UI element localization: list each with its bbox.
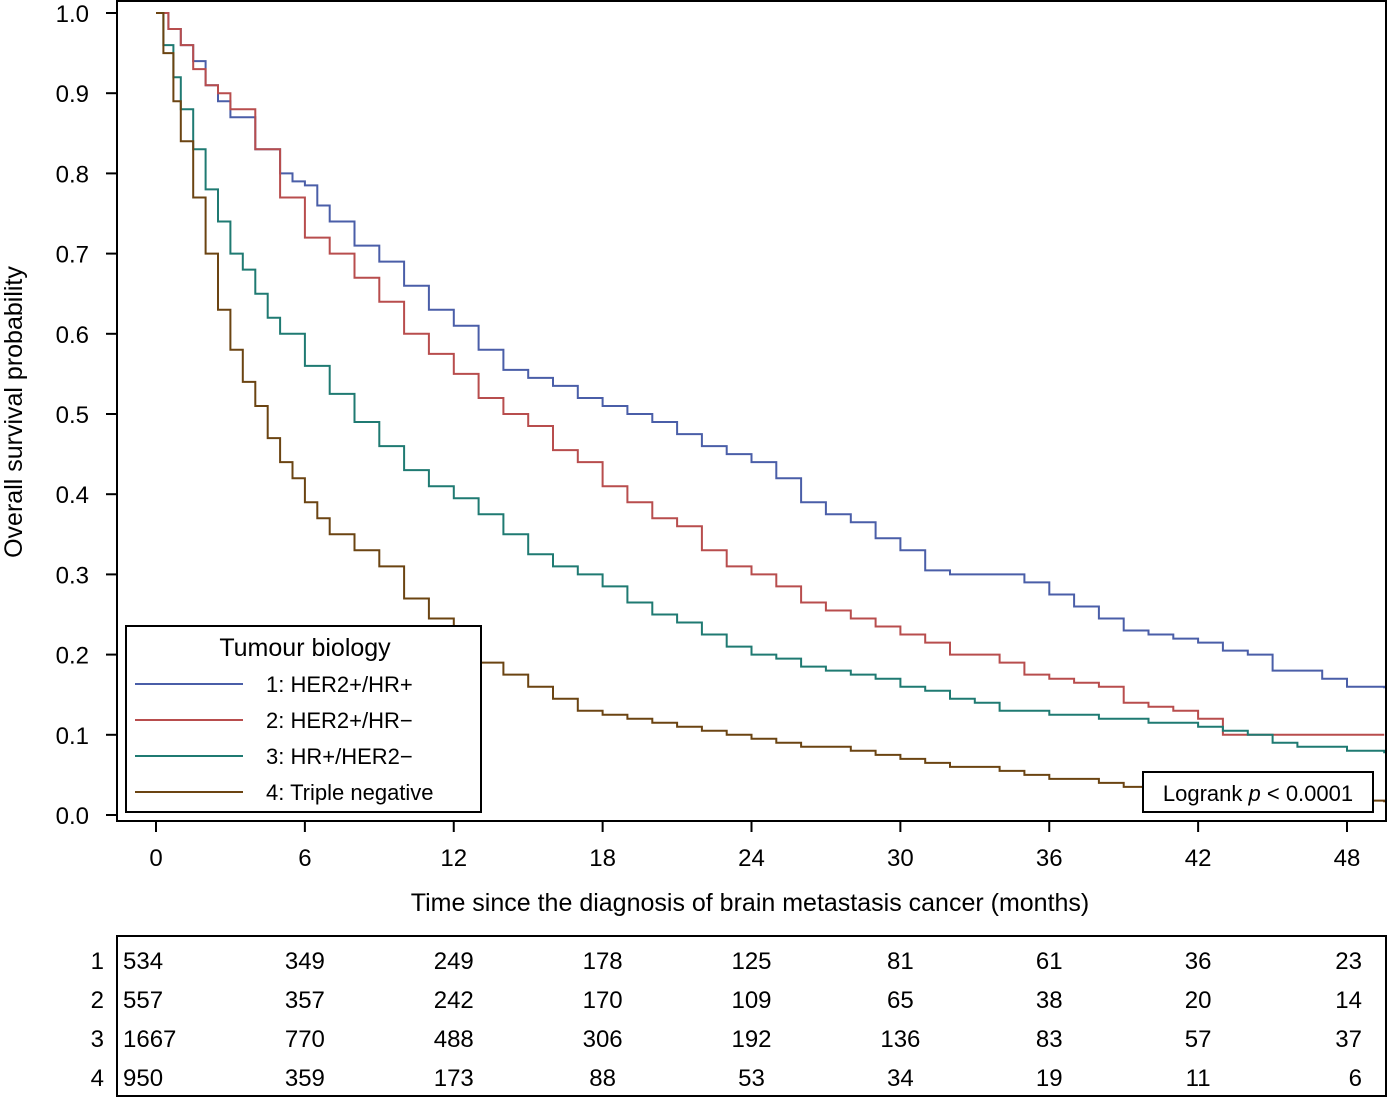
risk-cell: 53 <box>738 1065 765 1092</box>
risk-cell: 359 <box>285 1065 325 1092</box>
risk-row-label: 4 <box>91 1065 104 1092</box>
y-tick-label: 0.2 <box>56 643 89 670</box>
risk-cell: 950 <box>123 1065 163 1092</box>
legend-label-1: 1: HER2+/HR+ <box>266 672 413 697</box>
y-tick-label: 0.8 <box>56 161 89 188</box>
risk-cell: 557 <box>123 987 163 1014</box>
risk-cell: 357 <box>285 987 325 1014</box>
risk-cell: 65 <box>887 987 914 1014</box>
risk-cell: 125 <box>731 948 771 975</box>
legend-title: Tumour biology <box>219 634 391 662</box>
risk-cell: 770 <box>285 1026 325 1053</box>
y-axis: 0.0 0.1 0.2 0.3 0.4 0.5 0.6 0.7 0.8 0.9 1.0 <box>56 1 117 830</box>
risk-row-label: 2 <box>91 987 104 1014</box>
risk-cell: 192 <box>731 1026 771 1053</box>
risk-cell: 136 <box>880 1026 920 1053</box>
risk-cell: 488 <box>434 1026 474 1053</box>
risk-cell: 249 <box>434 948 474 975</box>
x-tick-label: 24 <box>738 845 765 872</box>
logrank-box <box>1142 771 1374 813</box>
risk-table: 1 534 349 249 178 125 81 61 36 232 557 357 242 170 109… <box>91 948 1362 1092</box>
legend: Tumour biology 1: HER2+/HR+ 2: HER2+/HR− 3… <box>125 625 482 813</box>
y-tick-label: 0.6 <box>56 322 89 349</box>
risk-table-frame <box>116 935 1387 1097</box>
risk-cell: 6 <box>1349 1065 1362 1092</box>
risk-cell: 38 <box>1036 987 1063 1014</box>
risk-cell: 20 <box>1185 987 1212 1014</box>
risk-cell: 178 <box>583 948 623 975</box>
risk-cell: 14 <box>1335 987 1362 1014</box>
y-tick-label: 0.1 <box>56 723 89 750</box>
y-axis-label: Overall survival probability <box>0 266 28 558</box>
logrank-annotation: Logrank p < 0.0001 <box>1142 771 1374 813</box>
risk-cell: 306 <box>583 1026 623 1053</box>
y-tick-label: 1.0 <box>56 1 89 28</box>
risk-cell: 34 <box>887 1065 914 1092</box>
risk-cell: 109 <box>731 987 771 1014</box>
risk-cell: 61 <box>1036 948 1063 975</box>
legend-label-3: 3: HR+/HER2− <box>266 744 413 769</box>
risk-cell: 173 <box>434 1065 474 1092</box>
y-tick-label: 0.0 <box>56 803 89 830</box>
risk-cell: 37 <box>1335 1026 1362 1053</box>
risk-cell: 11 <box>1186 1065 1211 1092</box>
x-axis: 0 6 12 18 24 30 36 42 48 <box>149 821 1360 872</box>
x-tick-label: 42 <box>1185 845 1212 872</box>
x-tick-label: 0 <box>149 845 162 872</box>
risk-cell: 23 <box>1335 948 1362 975</box>
risk-cell: 19 <box>1036 1065 1063 1092</box>
x-tick-label: 48 <box>1334 845 1361 872</box>
risk-row-label: 3 <box>91 1026 104 1053</box>
risk-cell: 57 <box>1185 1026 1212 1053</box>
y-tick-label: 0.5 <box>56 402 89 429</box>
x-tick-label: 6 <box>298 845 311 872</box>
y-tick-label: 0.9 <box>56 81 89 108</box>
y-tick-label: 0.4 <box>56 482 89 509</box>
risk-cell: 242 <box>434 987 474 1014</box>
risk-cell: 81 <box>887 948 914 975</box>
survival-curve-4 <box>156 12 1386 803</box>
risk-cell: 534 <box>123 948 163 975</box>
y-tick-label: 0.7 <box>56 242 89 269</box>
logrank-text: Logrank p < 0.0001 <box>1163 781 1353 806</box>
risk-cell: 36 <box>1185 948 1212 975</box>
x-axis-label: Time since the diagnosis of brain metast… <box>411 889 1090 917</box>
y-tick-label: 0.3 <box>56 562 89 589</box>
legend-label-4: 4: Triple negative <box>266 780 434 805</box>
x-tick-label: 18 <box>589 845 616 872</box>
risk-cell: 170 <box>583 987 623 1014</box>
risk-row-label: 1 <box>91 948 104 975</box>
x-tick-label: 30 <box>887 845 914 872</box>
risk-cell: 88 <box>589 1065 616 1092</box>
risk-cell: 1667 <box>123 1026 176 1053</box>
survival-curve-3 <box>156 12 1386 754</box>
legend-label-2: 2: HER2+/HR− <box>266 708 413 733</box>
risk-cell: 83 <box>1036 1026 1063 1053</box>
survival-curve-1 <box>156 12 1386 689</box>
x-tick-label: 12 <box>440 845 467 872</box>
survival-curve-2 <box>156 12 1385 736</box>
x-tick-label: 36 <box>1036 845 1063 872</box>
risk-cell: 349 <box>285 948 325 975</box>
survival-curves <box>156 12 1386 803</box>
